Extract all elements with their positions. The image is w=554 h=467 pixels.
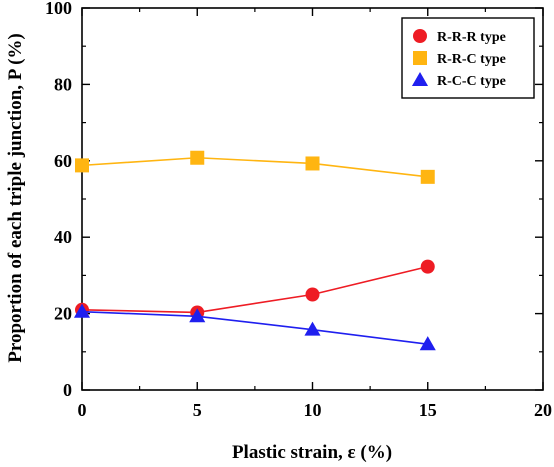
y-tick-label: 40	[54, 227, 72, 247]
series-3	[73, 303, 436, 351]
legend-label: R-R-C type	[437, 52, 506, 67]
series-line	[81, 265, 428, 314]
data-point	[189, 308, 206, 323]
legend-marker	[413, 51, 427, 65]
legend-marker	[413, 29, 427, 43]
data-point	[420, 169, 435, 184]
x-axis-title: Plastic strain, ε (%)	[232, 442, 392, 463]
x-tick-label: 20	[534, 400, 552, 420]
legend-label: R-C-C type	[437, 74, 506, 89]
x-tick-label: 10	[304, 400, 322, 420]
data-point	[190, 150, 205, 165]
y-tick-label: 80	[54, 74, 72, 94]
series-1	[75, 259, 435, 320]
x-tick-label: 5	[193, 400, 202, 420]
y-tick-label: 100	[45, 0, 72, 18]
axis-titles: Plastic strain, ε (%) Proportion of each…	[5, 33, 392, 463]
x-tick-label: 0	[78, 400, 87, 420]
data-point	[420, 259, 435, 274]
x-tick-label: 15	[419, 400, 437, 420]
series-line	[81, 310, 428, 345]
legend: R-R-R type R-R-C type R-C-C type	[401, 17, 535, 99]
y-tick-label: 60	[54, 151, 72, 171]
data-point	[419, 336, 436, 351]
series-layer	[73, 150, 436, 351]
data-point	[73, 303, 91, 318]
series-line	[81, 156, 428, 178]
data-point	[305, 287, 320, 302]
series-2	[75, 150, 435, 184]
y-tick-label: 20	[54, 304, 72, 324]
y-tick-label: 0	[63, 380, 72, 400]
legend-marker	[411, 71, 429, 87]
data-point	[75, 158, 89, 173]
data-point	[305, 156, 320, 171]
data-point	[304, 321, 321, 336]
y-axis-title: Proportion of each triple junction, P (%…	[5, 33, 26, 362]
plot-area: 0 5 10 15 20 0 20 40 60 80 100	[45, 0, 552, 420]
legend-label: R-R-R type	[437, 30, 506, 45]
